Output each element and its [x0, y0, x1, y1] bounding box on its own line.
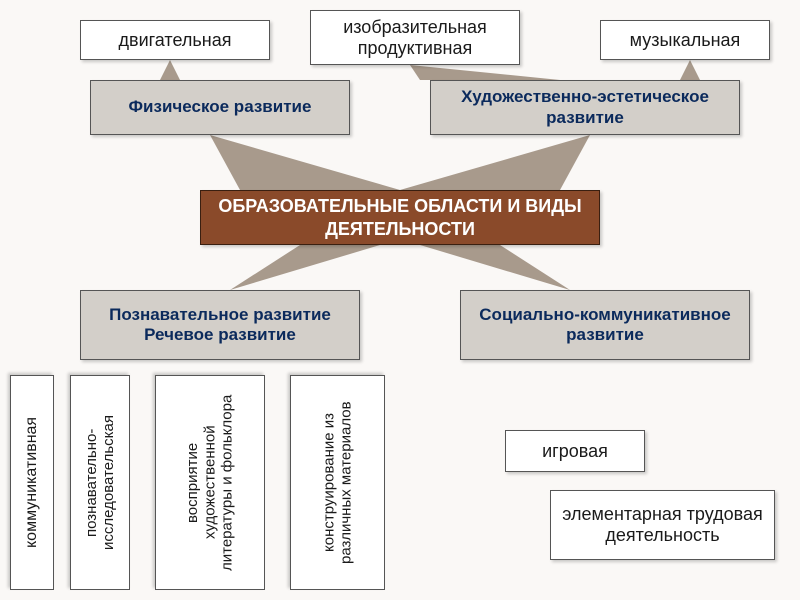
- box-motor: двигательная: [80, 20, 270, 60]
- vbox-communicative: коммуникативная: [10, 375, 54, 590]
- box-cognitive-dev: Познавательное развитие Речевое развитие: [80, 290, 360, 360]
- vbox-literature: восприятие художественной литературы и ф…: [155, 375, 265, 590]
- box-social-dev: Социально-коммуникативное развитие: [460, 290, 750, 360]
- box-physical-dev: Физическое развитие: [90, 80, 350, 135]
- box-artistic-dev: Художественно-эстетическое развитие: [430, 80, 740, 135]
- box-play: игровая: [505, 430, 645, 472]
- box-center-title: ОБРАЗОВАТЕЛЬНЫЕ ОБЛАСТИ И ВИДЫ ДЕЯТЕЛЬНО…: [200, 190, 600, 245]
- box-labor: элементарная трудовая деятельность: [550, 490, 775, 560]
- box-visual-productive: изобразительная продуктивная: [310, 10, 520, 65]
- vbox-research: познавательно-исследовательская: [70, 375, 130, 590]
- vbox-construction: конструирование из различных материалов: [290, 375, 385, 590]
- box-musical: музыкальная: [600, 20, 770, 60]
